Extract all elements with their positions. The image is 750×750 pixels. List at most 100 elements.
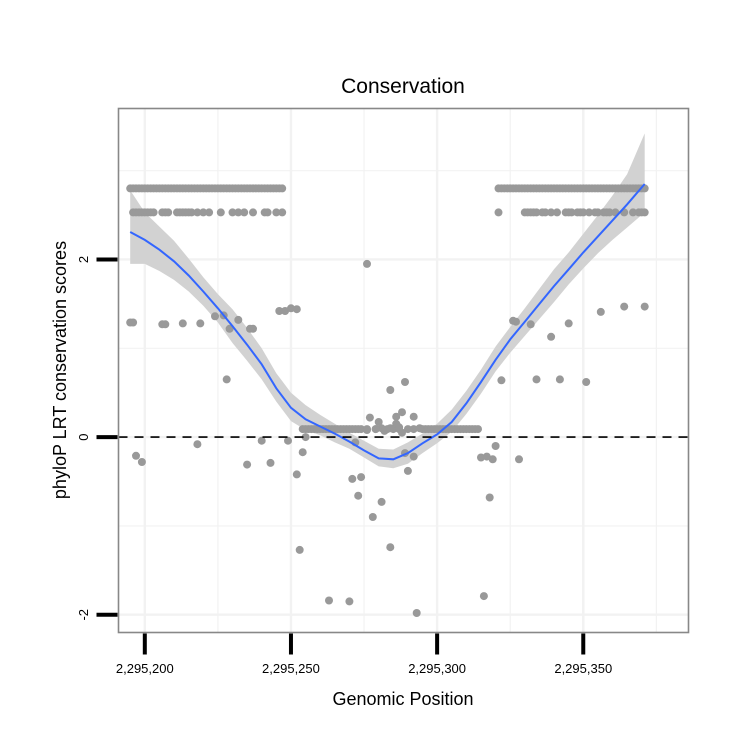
data-point [479,592,488,601]
data-point [532,208,541,217]
data-point [368,513,377,521]
x-axis-label: Genomic Position [332,689,473,709]
data-point [403,466,412,475]
plot-panel [118,108,689,633]
data-point [272,208,281,217]
data-point [491,442,500,450]
data-point [541,208,550,217]
data-point [403,425,412,434]
data-point [596,307,605,316]
data-point [386,543,395,552]
data-point [178,319,187,328]
data-point [412,609,421,617]
data-point [363,426,371,434]
data-point [579,208,588,217]
data-point [205,208,214,217]
data-point [386,424,395,433]
chart-title: Conservation [341,75,465,98]
data-point [515,455,523,464]
data-point [228,208,237,217]
data-points-group [126,184,649,617]
x-tick-label: 2,295,300 [408,661,466,676]
data-point [216,208,225,217]
data-point [398,428,406,437]
y-tick-label: 0 [76,433,91,440]
data-point [246,324,254,333]
y-axis-label: phyloP LRT conservation scores [50,241,70,499]
data-point [593,208,602,217]
data-point [354,491,363,500]
data-point [377,497,386,506]
data-point [295,545,304,554]
data-point [526,320,535,329]
data-point [187,208,196,217]
data-point [371,425,380,434]
data-point [409,425,418,434]
data-point [193,440,202,449]
data-point [345,597,354,606]
data-point [401,378,409,386]
data-point [348,474,357,483]
data-point [409,412,418,421]
data-point [474,425,482,434]
data-point [485,493,494,502]
data-point [374,418,383,426]
data-point [567,208,576,217]
data-point [199,208,208,217]
data-point [298,448,307,457]
data-point [193,208,202,217]
data-point [488,455,497,464]
data-point [547,332,556,341]
data-point [249,208,257,217]
data-point [532,375,541,384]
data-point [126,318,135,327]
data-point [497,376,506,385]
data-point [547,208,556,217]
data-point [620,302,629,311]
y-tick-label: -2 [76,609,91,621]
data-point [357,425,366,434]
data-point [301,433,310,442]
data-point [564,319,573,328]
data-point [494,208,503,217]
smooth-line [129,183,646,461]
data-point [278,184,287,193]
x-axis: 2,295,200 2,295,250 2,295,300 2,295,350 [116,633,612,676]
data-point [225,324,234,333]
x-tick-label: 2,295,200 [116,661,174,676]
x-tick-label: 2,295,250 [262,661,320,676]
data-point [629,208,637,217]
data-point [240,208,249,217]
grid-lines [118,108,689,633]
data-point [158,320,167,329]
data-point [292,470,301,479]
plot-panel-border [117,107,690,634]
data-point [275,307,284,315]
y-tick-label: 2 [76,256,91,263]
y-axis: -2 0 2 [76,256,118,621]
data-point [266,458,275,467]
data-point [365,413,374,422]
data-point [234,315,243,324]
data-point [415,424,424,433]
data-point [582,378,591,386]
data-point [363,259,371,268]
data-point [386,386,395,394]
data-point [357,473,366,482]
data-point [409,452,418,461]
data-point [149,208,158,217]
data-point [234,208,243,217]
data-point [509,316,518,325]
x-tick-label: 2,295,350 [554,661,612,676]
data-point [164,208,173,217]
data-point [585,208,594,217]
data-point [392,412,401,421]
data-point [325,596,333,605]
data-point [132,451,140,460]
data-point [278,208,287,217]
data-point [640,208,649,217]
data-point [553,208,561,217]
data-point [287,304,295,313]
data-point [605,208,614,217]
